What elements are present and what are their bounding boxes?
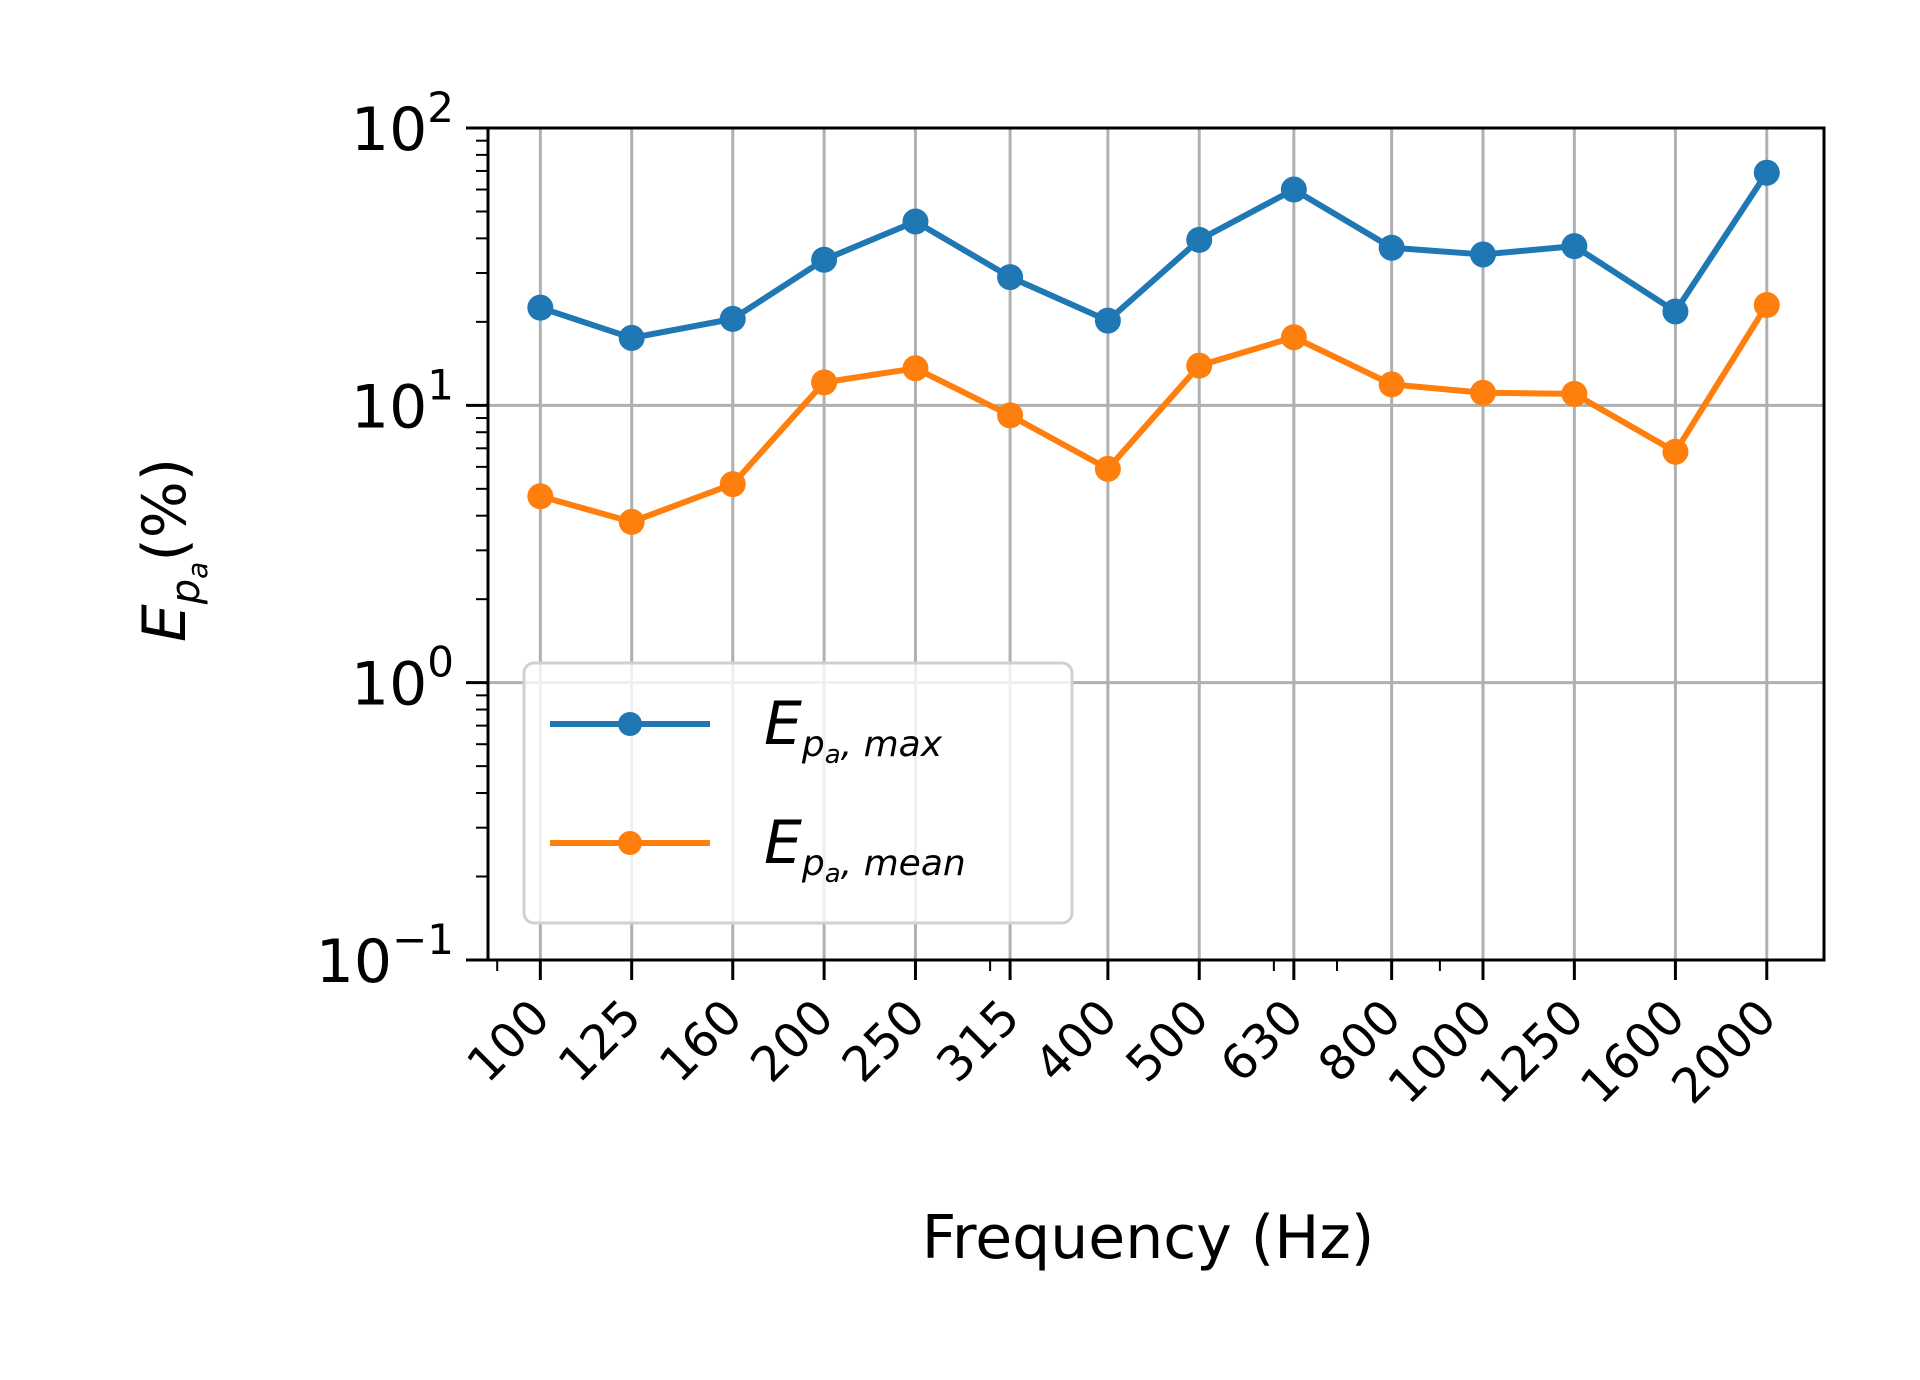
legend-label-max: Epa, max (764, 689, 943, 770)
legend-label-mean: Epa, mean (764, 808, 966, 889)
y-axis-label: Epa(%) (130, 458, 214, 642)
data-point-mean (527, 483, 554, 510)
y-tick-label: 102 (351, 83, 454, 165)
y-axis-label-unit: (%) (130, 458, 200, 562)
x-tick-label: 1250 (1469, 989, 1595, 1115)
legend-label-max-main: E (764, 689, 802, 759)
legend-marker-max (618, 712, 642, 736)
legend-label-max-sub: p (801, 724, 825, 765)
legend-item-mean: Epa, mean (550, 808, 966, 889)
legend-item-max: Epa, max (550, 689, 943, 770)
data-point-mean (1186, 352, 1213, 379)
x-tick-label: 630 (1210, 989, 1314, 1093)
y-axis-label-main: E (130, 604, 200, 642)
x-tick-label: 1600 (1570, 989, 1696, 1115)
data-point-max (1378, 234, 1405, 261)
y-axis-label-sub: p (163, 579, 209, 605)
data-point-mean (902, 355, 929, 382)
legend: Epa, max Epa, mean (522, 661, 1074, 925)
legend-label-max-rest: , max (841, 724, 943, 765)
data-point-max (618, 324, 645, 351)
data-point-mean (1561, 380, 1588, 407)
plot-frame (486, 126, 1826, 962)
series-line-max (539, 171, 1770, 341)
data-point-mean (1470, 379, 1497, 406)
data-point-mean (1280, 324, 1307, 351)
data-point-max (1662, 298, 1689, 325)
data-point-max (1094, 307, 1121, 334)
data-point-mean (1662, 438, 1689, 465)
y-tick-label: 10−1 (316, 915, 454, 997)
y-tick-label: 101 (351, 360, 454, 442)
x-tick-label: 160 (649, 989, 753, 1093)
legend-label-mean-subsub: a (825, 859, 841, 889)
data-point-mean (811, 369, 838, 396)
x-tick-label: 500 (1115, 989, 1219, 1093)
data-point-mean (618, 508, 645, 535)
data-point-max (719, 305, 746, 332)
data-point-max (527, 294, 554, 321)
legend-box (522, 661, 1074, 925)
x-tick-label: 1000 (1378, 989, 1504, 1115)
data-point-max (1561, 233, 1588, 260)
data-point-max (1470, 241, 1497, 268)
x-tick-label: 2000 (1661, 989, 1787, 1115)
data-point-max (997, 264, 1024, 291)
legend-label-max-subsub: a (825, 740, 841, 770)
data-point-max (811, 246, 838, 273)
series-layer (527, 159, 1780, 535)
legend-label-mean-rest: , mean (841, 843, 966, 884)
series-line-mean (539, 303, 1770, 525)
x-axis-label: Frequency (Hz) (922, 1203, 1374, 1273)
data-point-max (1280, 176, 1307, 203)
data-point-mean (719, 471, 746, 498)
x-tick-label: 400 (1024, 989, 1128, 1093)
data-point-mean (1378, 371, 1405, 398)
x-tick-label: 125 (548, 989, 652, 1093)
y-axis-label-subsub: a (181, 562, 214, 579)
legend-marker-mean (618, 831, 642, 855)
data-point-mean (1753, 292, 1780, 319)
legend-label-mean-main: E (764, 808, 802, 878)
y-tick-labels: 10−1 100 101 102 (316, 83, 454, 997)
x-tick-label: 315 (926, 989, 1030, 1093)
data-point-mean (1094, 455, 1121, 482)
y-tick-label: 100 (351, 638, 454, 720)
data-point-mean (997, 402, 1024, 429)
x-tick-label: 200 (740, 989, 844, 1093)
legend-label-mean-sub: p (801, 843, 825, 884)
data-point-max (902, 208, 929, 235)
ticks (466, 126, 1769, 980)
x-tick-label: 100 (456, 989, 560, 1093)
x-tick-labels: 1001251602002503154005006308001000125016… (456, 989, 1787, 1115)
data-point-max (1186, 226, 1213, 253)
x-tick-label: 250 (832, 989, 936, 1093)
data-point-max (1753, 159, 1780, 186)
